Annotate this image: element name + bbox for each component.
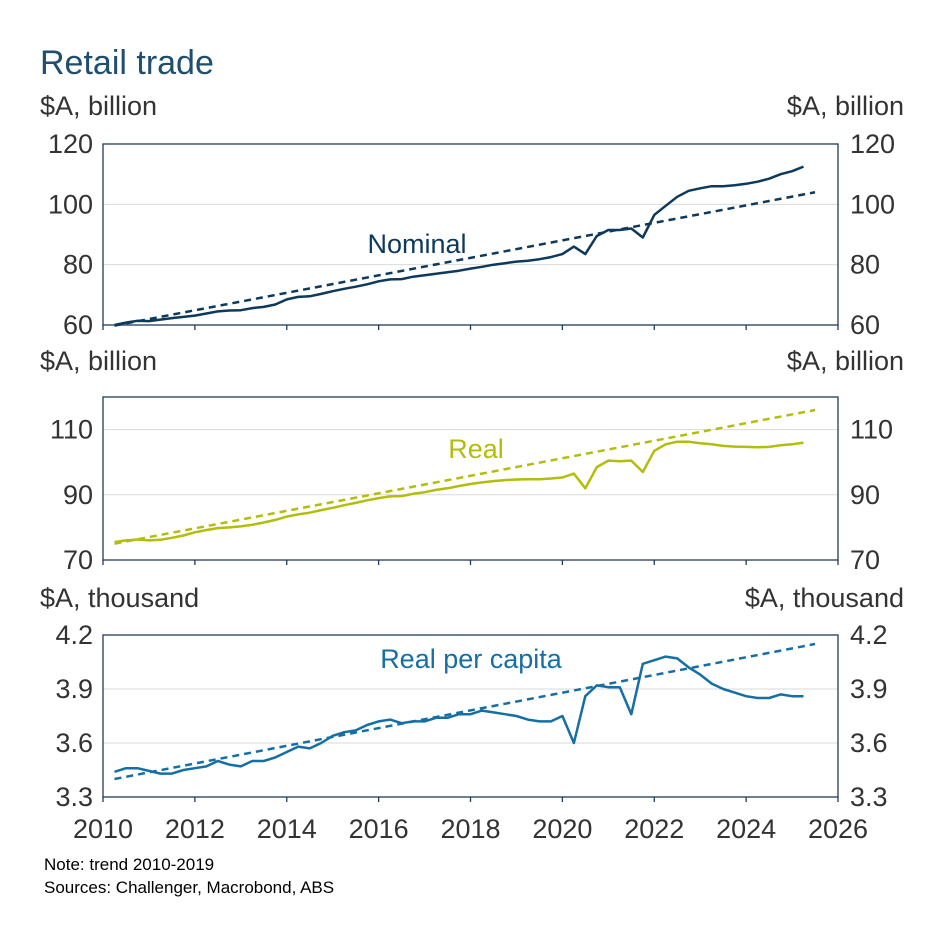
unit-label-right: $A, thousand bbox=[745, 583, 904, 613]
trend-line bbox=[114, 408, 816, 545]
y-tick-label-right: 110 bbox=[850, 415, 893, 445]
x-tick-label: 2026 bbox=[808, 814, 868, 844]
y-tick-label-left: 70 bbox=[63, 545, 93, 575]
unit-label-right: $A, billion bbox=[787, 91, 904, 121]
y-tick-label-right: 60 bbox=[850, 310, 880, 340]
chart-title: Retail trade bbox=[40, 44, 214, 82]
x-tick-label: 2020 bbox=[532, 814, 592, 844]
unit-label-left: $A, thousand bbox=[40, 583, 199, 613]
x-tick-label: 2010 bbox=[73, 814, 133, 844]
y-tick-label-left: 100 bbox=[48, 189, 93, 219]
y-tick-label-right: 3.9 bbox=[850, 674, 888, 704]
y-tick-label-right: 3.3 bbox=[850, 782, 888, 812]
plot-frame bbox=[102, 143, 839, 326]
series-line bbox=[114, 440, 804, 544]
y-tick-label-left: 110 bbox=[50, 415, 93, 445]
y-tick-label-right: 90 bbox=[850, 480, 880, 510]
x-tick-label: 2022 bbox=[624, 814, 684, 844]
y-tick-label-right: 4.2 bbox=[850, 620, 888, 650]
series-line bbox=[114, 655, 804, 775]
series-label: Nominal bbox=[367, 229, 466, 259]
y-tick-label-right: 100 bbox=[850, 189, 895, 219]
x-tick-label: 2024 bbox=[716, 814, 776, 844]
note-text: Note: trend 2010-2019 bbox=[44, 855, 215, 874]
unit-label-right: $A, billion bbox=[787, 346, 904, 376]
unit-label-left: $A, billion bbox=[40, 91, 157, 121]
series-label: Real per capita bbox=[380, 644, 563, 674]
y-tick-label-left: 3.6 bbox=[55, 728, 93, 758]
y-tick-label-left: 3.9 bbox=[55, 674, 93, 704]
y-tick-label-right: 120 bbox=[850, 129, 895, 159]
series-line bbox=[114, 165, 804, 327]
x-tick-label: 2016 bbox=[349, 814, 409, 844]
y-tick-label-left: 80 bbox=[63, 250, 93, 280]
trend-line bbox=[114, 191, 816, 327]
y-tick-label-left: 90 bbox=[63, 480, 93, 510]
plot-frame bbox=[102, 396, 839, 561]
x-tick-label: 2018 bbox=[440, 814, 500, 844]
y-tick-label-left: 60 bbox=[63, 310, 93, 340]
series-label: Real bbox=[448, 434, 504, 464]
y-tick-label-right: 80 bbox=[850, 250, 880, 280]
x-tick-label: 2014 bbox=[257, 814, 317, 844]
unit-label-left: $A, billion bbox=[40, 346, 157, 376]
trend-line bbox=[114, 642, 816, 781]
y-tick-label-left: 4.2 bbox=[55, 620, 93, 650]
sources-text: Sources: Challenger, Macrobond, ABS bbox=[44, 878, 335, 897]
y-tick-label-left: 3.3 bbox=[55, 782, 93, 812]
y-tick-label-right: 3.6 bbox=[850, 728, 888, 758]
x-tick-label: 2012 bbox=[165, 814, 225, 844]
y-tick-label-left: 120 bbox=[48, 129, 93, 159]
y-tick-label-right: 70 bbox=[850, 545, 880, 575]
